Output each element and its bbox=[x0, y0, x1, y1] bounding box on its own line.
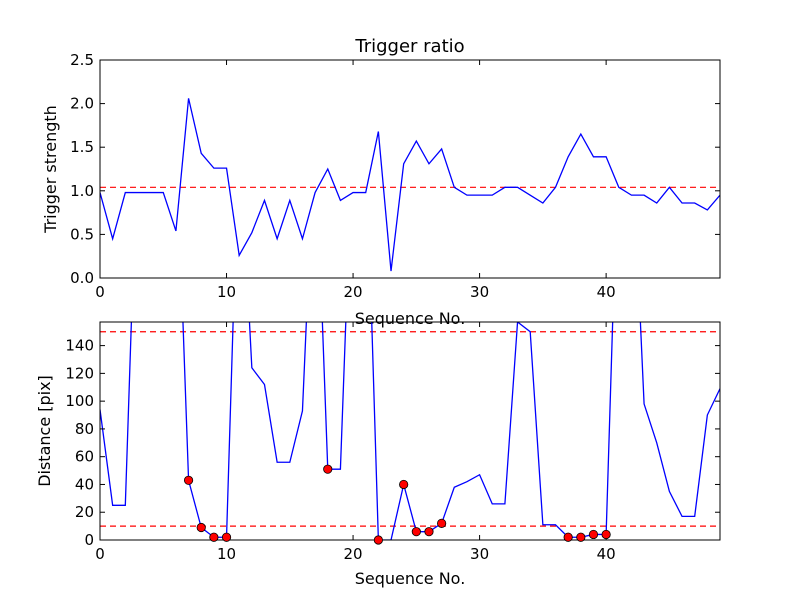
trigger-ratio-y-tick-label: 2.0 bbox=[70, 95, 94, 113]
trigger-ratio-x-tick-label: 20 bbox=[344, 283, 363, 301]
trigger-ratio-x-tick-label: 40 bbox=[597, 283, 616, 301]
distance-y-tick-label: 0 bbox=[84, 531, 94, 549]
distance-markers bbox=[183, 464, 611, 545]
trigger-ratio-y-tick-label: 2.5 bbox=[70, 51, 94, 69]
distance-axes-frame bbox=[99, 321, 721, 541]
trigger-ratio-series-line bbox=[100, 98, 720, 272]
distance-y-tick-label: 40 bbox=[75, 475, 94, 493]
distance-x-tick-label: 40 bbox=[597, 545, 616, 563]
distance-y-tick-label: 100 bbox=[65, 392, 94, 410]
distance-marker-point bbox=[601, 529, 611, 540]
distance-panel: 0 10 20 30 40 0 20 40 60 80 100 120 140 Sequence No.… bbox=[35, 321, 721, 588]
bottom-x-axis-label: Sequence No. bbox=[355, 569, 466, 588]
distance-marker-point bbox=[183, 475, 194, 485]
trigger-ratio-x-tick-label: 30 bbox=[470, 283, 489, 301]
distance-y-tick-label: 20 bbox=[75, 503, 94, 521]
trigger-ratio-axes-frame bbox=[99, 59, 721, 279]
distance-marker-point bbox=[424, 527, 434, 537]
bottom-y-axis-label: Distance [pix] bbox=[35, 375, 54, 487]
distance-marker-point bbox=[196, 522, 206, 533]
distance-y-tick-label: 120 bbox=[65, 364, 94, 382]
distance-y-tick-label: 80 bbox=[75, 420, 94, 438]
distance-marker-point bbox=[576, 532, 586, 542]
top-x-axis-label: Sequence No. bbox=[355, 309, 466, 328]
distance-marker-point bbox=[399, 479, 409, 490]
trigger-ratio-x-tick-label: 0 bbox=[95, 283, 105, 301]
distance-marker-point bbox=[437, 518, 447, 528]
distance-x-tick-label: 30 bbox=[470, 545, 489, 563]
distance-marker-point bbox=[209, 532, 219, 542]
distance-plot-area bbox=[100, 322, 720, 540]
trigger-ratio-ticks: 0 10 20 30 40 0.0 0.5 1.0 1.5 2.0 2.5 bbox=[70, 51, 720, 301]
distance-y-tick-label: 140 bbox=[65, 337, 94, 355]
chart-title: Trigger ratio bbox=[354, 36, 464, 57]
trigger-ratio-y-tick-label: 0.0 bbox=[70, 269, 94, 287]
distance-marker-point bbox=[411, 527, 421, 537]
top-y-axis-label: Trigger strength bbox=[41, 105, 60, 234]
distance-x-tick-label: 20 bbox=[344, 545, 363, 563]
trigger-ratio-plot-area bbox=[100, 98, 720, 272]
trigger-ratio-x-tick-label: 10 bbox=[217, 283, 236, 301]
distance-ticks: 0 10 20 30 40 0 20 40 60 80 100 120 140 bbox=[65, 322, 720, 563]
trigger-ratio-panel: Trigger ratio 0 10 20 30 40 0.0 0.5 1.0 1.5 2.0 2.… bbox=[41, 36, 721, 328]
trigger-ratio-y-tick-label: 1.0 bbox=[70, 182, 94, 200]
distance-marker-point bbox=[221, 532, 232, 542]
distance-marker-point bbox=[373, 535, 383, 545]
distance-y-tick-label: 60 bbox=[75, 448, 94, 466]
distance-x-tick-label: 10 bbox=[217, 545, 236, 563]
distance-marker-point bbox=[563, 532, 573, 542]
distance-marker-point bbox=[588, 529, 599, 540]
distance-x-tick-label: 0 bbox=[95, 545, 105, 563]
distance-marker-point bbox=[323, 464, 333, 474]
trigger-ratio-y-tick-label: 0.5 bbox=[70, 225, 94, 243]
trigger-ratio-y-tick-label: 1.5 bbox=[70, 138, 94, 156]
